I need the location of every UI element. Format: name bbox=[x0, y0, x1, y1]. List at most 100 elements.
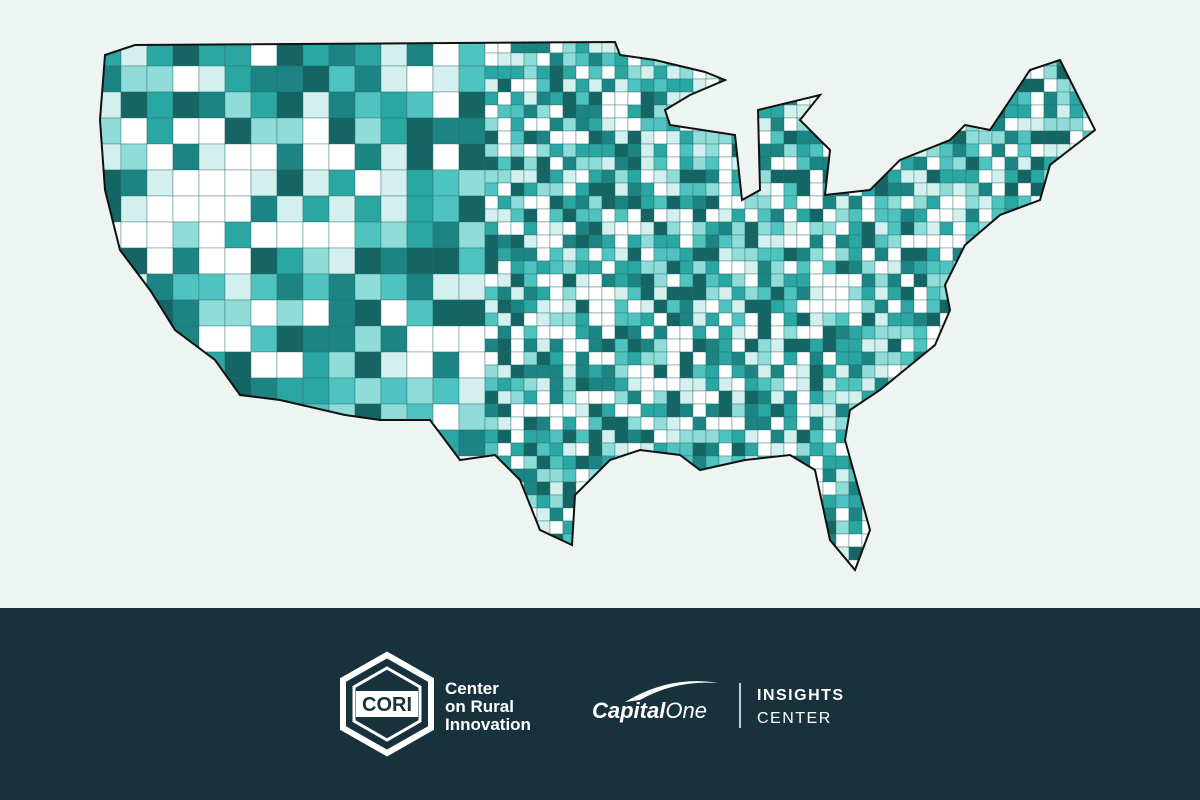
county-cell bbox=[913, 234, 928, 249]
county-cell bbox=[887, 273, 902, 288]
county-cell bbox=[861, 338, 876, 353]
county-cell bbox=[536, 52, 551, 67]
county-cell bbox=[562, 273, 577, 288]
county-cell bbox=[666, 390, 681, 405]
county-cell bbox=[705, 338, 720, 353]
county-cell bbox=[523, 91, 538, 106]
county-cell bbox=[250, 325, 278, 353]
county-cell bbox=[588, 52, 603, 67]
county-cell bbox=[588, 130, 603, 145]
county-cell bbox=[718, 156, 733, 171]
county-cell bbox=[614, 403, 629, 418]
county-cell bbox=[536, 494, 551, 509]
county-cell bbox=[458, 117, 486, 145]
county-cell bbox=[692, 377, 707, 392]
county-cell bbox=[809, 312, 824, 327]
county-cell bbox=[536, 156, 551, 171]
county-cell bbox=[198, 299, 226, 327]
county-cell bbox=[146, 91, 174, 119]
county-cell bbox=[822, 338, 837, 353]
county-cell bbox=[744, 312, 759, 327]
county-cell bbox=[848, 286, 863, 301]
county-cell bbox=[874, 182, 889, 197]
county-cell bbox=[484, 78, 499, 93]
county-cell bbox=[575, 221, 590, 236]
county-cell bbox=[809, 182, 824, 197]
county-cell bbox=[900, 312, 915, 327]
county-cell bbox=[744, 338, 759, 353]
county-cell bbox=[536, 169, 551, 184]
county-cell bbox=[562, 130, 577, 145]
county-cell bbox=[640, 273, 655, 288]
county-cell bbox=[172, 169, 200, 197]
county-cell bbox=[510, 143, 525, 158]
county-cell bbox=[120, 169, 148, 197]
county-cell bbox=[744, 364, 759, 379]
county-cell bbox=[432, 403, 460, 431]
county-cell bbox=[614, 65, 629, 80]
county-cell bbox=[991, 130, 1006, 145]
county-cell bbox=[731, 403, 746, 418]
county-cell bbox=[1056, 130, 1071, 145]
county-cell bbox=[588, 169, 603, 184]
county-cell bbox=[731, 286, 746, 301]
county-cell bbox=[497, 65, 512, 80]
county-cell bbox=[718, 442, 733, 457]
county-cell bbox=[718, 208, 733, 223]
county-cell bbox=[276, 42, 304, 67]
county-cell bbox=[627, 260, 642, 275]
county-cell bbox=[549, 156, 564, 171]
county-cell bbox=[562, 377, 577, 392]
county-cell bbox=[432, 273, 460, 301]
county-cell bbox=[731, 221, 746, 236]
county-cell bbox=[731, 377, 746, 392]
county-cell bbox=[913, 312, 928, 327]
county-cell bbox=[250, 195, 278, 223]
county-cell bbox=[523, 247, 538, 262]
county-cell bbox=[757, 364, 772, 379]
county-cell bbox=[588, 143, 603, 158]
center-label: CENTER bbox=[757, 710, 832, 727]
county-cell bbox=[640, 403, 655, 418]
county-cell bbox=[627, 104, 642, 119]
county-cell bbox=[575, 377, 590, 392]
county-cell bbox=[783, 286, 798, 301]
county-cell bbox=[484, 195, 499, 210]
county-cell bbox=[497, 52, 512, 67]
county-cell bbox=[497, 91, 512, 106]
county-cell bbox=[276, 325, 304, 353]
county-cell bbox=[510, 234, 525, 249]
county-cell bbox=[887, 169, 902, 184]
county-cell bbox=[510, 156, 525, 171]
county-cell bbox=[809, 195, 824, 210]
county-cell bbox=[380, 377, 408, 405]
county-cell bbox=[523, 455, 538, 470]
county-cell bbox=[380, 169, 408, 197]
county-cell bbox=[731, 312, 746, 327]
county-cell bbox=[458, 169, 486, 197]
county-cell bbox=[484, 104, 499, 119]
county-cell bbox=[198, 143, 226, 171]
county-cell bbox=[562, 429, 577, 444]
county-cell bbox=[1043, 91, 1058, 106]
county-cell bbox=[718, 221, 733, 236]
county-cell bbox=[679, 273, 694, 288]
county-cell bbox=[640, 247, 655, 262]
county-cell bbox=[822, 364, 837, 379]
county-cell bbox=[354, 195, 382, 223]
county-cell bbox=[536, 338, 551, 353]
county-cell bbox=[588, 247, 603, 262]
county-cell bbox=[692, 143, 707, 158]
county-cell bbox=[146, 117, 174, 145]
county-cell bbox=[497, 130, 512, 145]
county-cell bbox=[497, 377, 512, 392]
county-cell bbox=[653, 273, 668, 288]
wordmark: CapitalOne bbox=[592, 698, 707, 723]
county-cell bbox=[952, 208, 967, 223]
county-cell bbox=[484, 143, 499, 158]
county-cell bbox=[562, 338, 577, 353]
county-cell bbox=[783, 325, 798, 340]
county-cell bbox=[653, 65, 668, 80]
county-cell bbox=[822, 195, 837, 210]
county-cell bbox=[1030, 91, 1045, 106]
